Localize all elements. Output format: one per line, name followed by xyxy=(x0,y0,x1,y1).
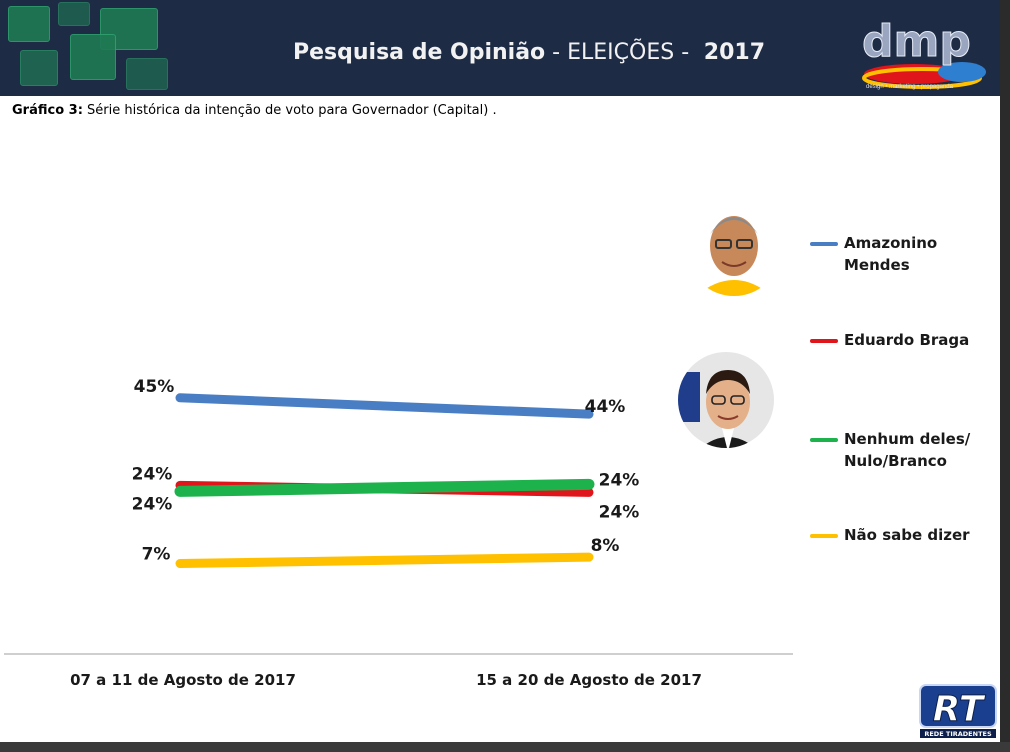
header-decoration xyxy=(0,0,175,96)
legend-label-nenhum: Nenhum deles/Nulo/Branco xyxy=(844,430,971,470)
logo-text: dmp xyxy=(862,16,971,67)
rt-logo-text: RT xyxy=(933,689,986,730)
x-tick-label-0: 07 a 11 de Agosto de 2017 xyxy=(70,671,296,689)
slide-header: Pesquisa de Opinião - ELEIÇÕES - 2017 dm… xyxy=(0,0,1000,96)
legend-label-nao-sabe: Não sabe dizer xyxy=(844,526,970,544)
page-title: Pesquisa de Opinião - ELEIÇÕES - 2017 xyxy=(293,40,765,65)
chart-caption: Gráfico 3: Série histórica da intenção d… xyxy=(12,103,497,118)
rede-tiradentes-logo: RT REDE TIRADENTES xyxy=(919,684,997,738)
legend-label-eduardo: Eduardo Braga xyxy=(844,331,970,349)
data-label-0-0: 45% xyxy=(134,377,175,397)
candidate-photo-icon-2 xyxy=(678,352,774,448)
legend-swatch-amazonino xyxy=(810,242,838,246)
data-label-1-0: 24% xyxy=(132,464,173,484)
legend-swatch-nao-sabe xyxy=(810,534,838,538)
legend-swatch-nenhum xyxy=(810,438,838,442)
data-label-2-1: 24% xyxy=(599,470,640,490)
legend-label-amazonino: Amazonino Mendes xyxy=(844,234,938,274)
bottom-bar xyxy=(0,742,1010,752)
series-line-0 xyxy=(175,393,594,419)
legend-swatch-eduardo xyxy=(810,339,838,343)
data-label-3-0: 7% xyxy=(142,544,171,564)
caption-text: Série histórica da intenção de voto para… xyxy=(82,103,497,118)
line-chart: 45% 44% 24% 24% 24% 24% 7% 8% 07 a 11 de Agosto… xyxy=(4,377,793,689)
slide-body: Gráfico 3: Série histórica da intenção d… xyxy=(0,96,1000,742)
data-label-1-1: 24% xyxy=(599,502,640,522)
title-year: 2017 xyxy=(696,40,766,65)
title-main: Pesquisa de Opinião xyxy=(293,40,546,65)
series-line-3 xyxy=(175,552,594,568)
caption-label: Gráfico 3: xyxy=(12,103,83,118)
title-separator: - ELEIÇÕES - xyxy=(545,40,697,65)
candidate-photo-icon xyxy=(686,200,782,296)
data-label-3-1: 8% xyxy=(591,536,620,556)
rt-logo-caption: REDE TIRADENTES xyxy=(924,730,992,738)
series-line-2 xyxy=(174,478,595,497)
dmp-logo: dmp xyxy=(862,16,986,89)
x-tick-label-1: 15 a 20 de Agosto de 2017 xyxy=(476,671,702,689)
data-label-0-1: 44% xyxy=(585,397,626,417)
data-label-2-0: 24% xyxy=(132,494,173,514)
logo-tagline: design • marketing • propaganda xyxy=(866,84,953,90)
